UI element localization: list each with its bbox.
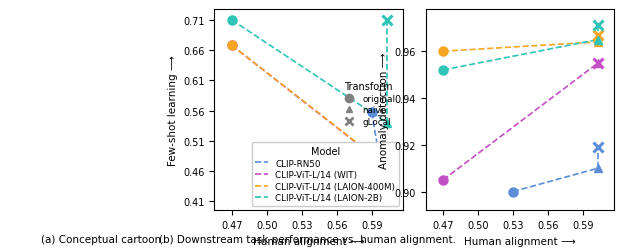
- X-axis label: Human alignment ⟶: Human alignment ⟶: [464, 236, 576, 245]
- X-axis label: Human alignment ⟶: Human alignment ⟶: [253, 236, 365, 245]
- Text: (b) Downstream task performance vs. human alignment.: (b) Downstream task performance vs. huma…: [159, 234, 456, 244]
- Text: (a) Conceptual cartoon.: (a) Conceptual cartoon.: [41, 234, 164, 244]
- Legend: original, naive, gLocal: original, naive, gLocal: [339, 78, 399, 130]
- Y-axis label: Few-shot learning ⟶: Few-shot learning ⟶: [168, 55, 178, 165]
- Y-axis label: Anomaly detection ⟶: Anomaly detection ⟶: [379, 52, 389, 168]
